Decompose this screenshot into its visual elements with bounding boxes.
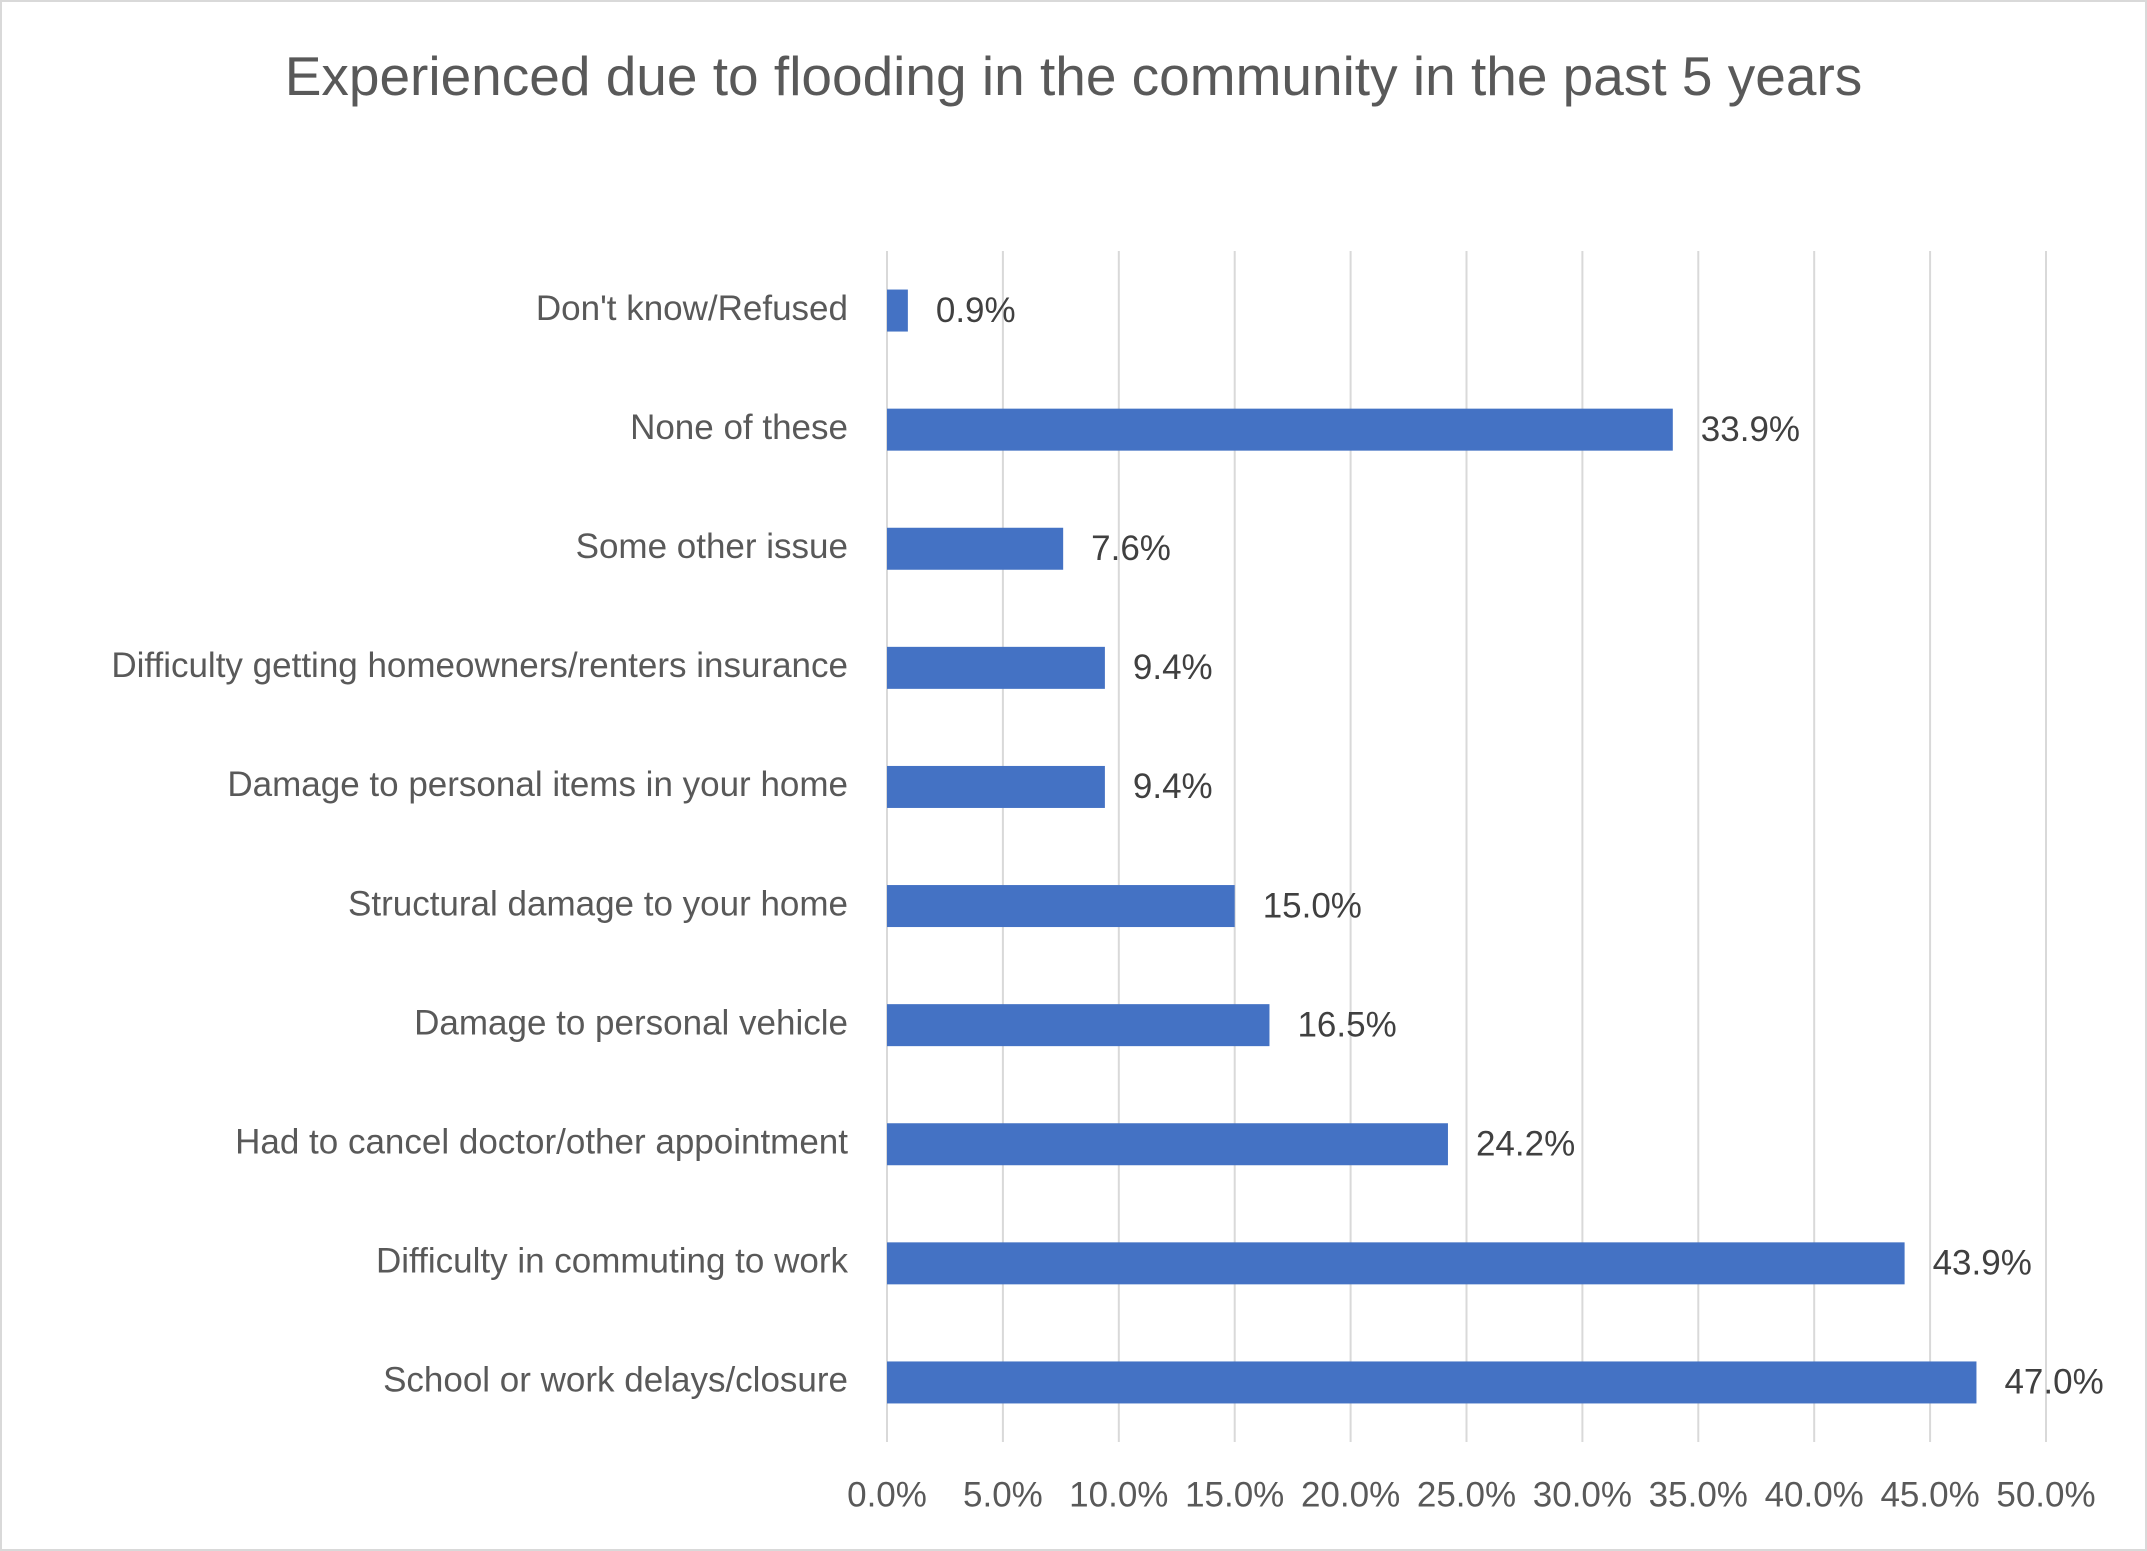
data-label: 47.0%: [2004, 1363, 2103, 1402]
bar: [887, 765, 1105, 808]
x-tick-label: 5.0%: [963, 1475, 1043, 1514]
data-label: 9.4%: [1133, 648, 1213, 687]
y-tick-label: School or work delays/closure: [383, 1361, 848, 1400]
bar: [887, 527, 1064, 570]
y-tick-label: Difficulty getting homeowners/renters in…: [111, 646, 848, 685]
bar: [887, 885, 1235, 928]
bar: [887, 408, 1673, 451]
y-tick-label: Don't know/Refused: [536, 289, 848, 328]
x-tick-label: 25.0%: [1417, 1475, 1516, 1514]
data-label: 16.5%: [1297, 1005, 1396, 1044]
bar: [887, 1242, 1905, 1285]
bar: [887, 1361, 1977, 1404]
data-label: 24.2%: [1476, 1125, 1575, 1164]
x-tick-label: 40.0%: [1765, 1475, 1864, 1514]
y-tick-label: Some other issue: [576, 527, 848, 566]
bar: [887, 646, 1105, 689]
x-tick-label: 30.0%: [1533, 1475, 1632, 1514]
data-label: 0.9%: [936, 291, 1016, 330]
y-tick-label: Difficulty in commuting to work: [376, 1242, 849, 1281]
y-tick-label: Structural damage to your home: [348, 884, 848, 923]
y-tick-label: Damage to personal items in your home: [227, 765, 848, 804]
x-tick-label: 35.0%: [1649, 1475, 1748, 1514]
x-tick-label: 0.0%: [847, 1475, 927, 1514]
bar: [887, 289, 908, 332]
bar: [887, 1123, 1448, 1166]
chart-title: Experienced due to flooding in the commu…: [284, 45, 1863, 107]
data-label: 43.9%: [1933, 1244, 2032, 1283]
y-tick-label: Had to cancel doctor/other appointment: [235, 1123, 848, 1162]
data-label: 7.6%: [1091, 529, 1171, 568]
data-label: 15.0%: [1263, 886, 1362, 925]
x-tick-label: 20.0%: [1301, 1475, 1400, 1514]
x-tick-label: 10.0%: [1069, 1475, 1168, 1514]
x-tick-label: 50.0%: [1996, 1475, 2095, 1514]
y-tick-label: None of these: [630, 408, 848, 447]
bar: [887, 1004, 1270, 1047]
data-label: 33.9%: [1701, 410, 1800, 449]
y-tick-label: Damage to personal vehicle: [414, 1003, 848, 1042]
data-label: 9.4%: [1133, 767, 1213, 806]
x-tick-label: 45.0%: [1880, 1475, 1979, 1514]
x-tick-label: 15.0%: [1185, 1475, 1284, 1514]
